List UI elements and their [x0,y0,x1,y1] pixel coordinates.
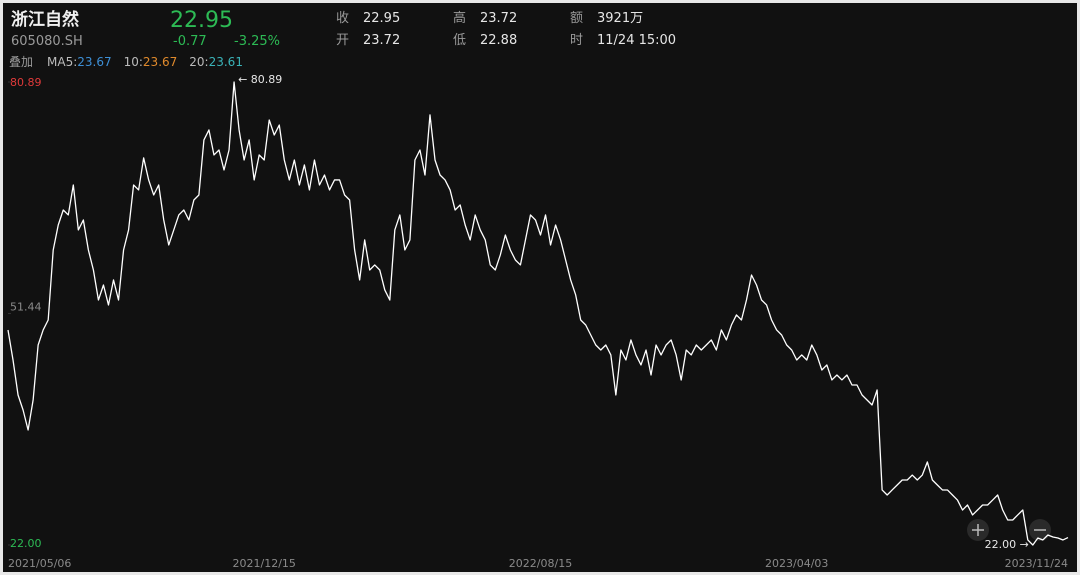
quote-value: 11/24 15:00 [597,33,677,48]
x-tick-label: 2021/05/06 [8,557,71,570]
y-tick-label: 80.89 [10,76,42,89]
ma-name: 20: [189,55,209,69]
zoom-in-button[interactable] [967,519,989,541]
max-annotation: ← 80.89 [238,73,282,86]
min-annotation: 22.00 → [985,538,1029,551]
quote-label: 高 [453,11,467,26]
overlay-label: 叠加 [9,55,34,69]
stock-code: 605080.SH [11,34,83,49]
stock-name: 浙江自然 [11,10,79,30]
ma-name: MA5: [47,55,78,69]
price-line [7,81,1069,546]
x-tick-label: 2023/11/24 [1005,557,1068,570]
y-tick-label: 22.00 [10,537,42,550]
price-change-pct: -3.25% [234,34,280,49]
quote-value: 22.88 [480,33,518,48]
ma-value: 23.67 [77,55,112,69]
price-change: -0.77 [173,34,207,49]
quote-value: 23.72 [363,33,401,48]
quote-label: 开 [336,33,350,48]
stock-chart-panel: 浙江自然 605080.SH 22.95 -0.77 -3.25% 收 22.95… [3,3,1077,572]
quote-value: 3921万 [597,11,644,26]
price-chart: 2023/11/24 2023/04/03 2022/08/15 2021/12/15… [7,73,1069,570]
quote-label: 收 [336,11,350,26]
quote-label: 额 [570,11,584,26]
zoom-out-button[interactable] [1029,519,1051,541]
ma-name: 10: [123,55,143,69]
quote-label: 时 [570,33,584,48]
x-tick-label: 2022/08/15 [509,557,572,570]
x-tick-label: 2021/12/15 [233,557,296,570]
quote-label: 低 [453,33,467,48]
x-tick-label: 2023/04/03 [765,557,828,570]
quote-value: 22.95 [363,11,401,26]
ma-value: 23.61 [208,55,243,69]
ma-value: 23.67 [142,55,178,69]
quote-value: 23.72 [480,11,518,26]
y-tick-label: 51.44 [10,301,42,314]
last-price: 22.95 [170,8,233,33]
